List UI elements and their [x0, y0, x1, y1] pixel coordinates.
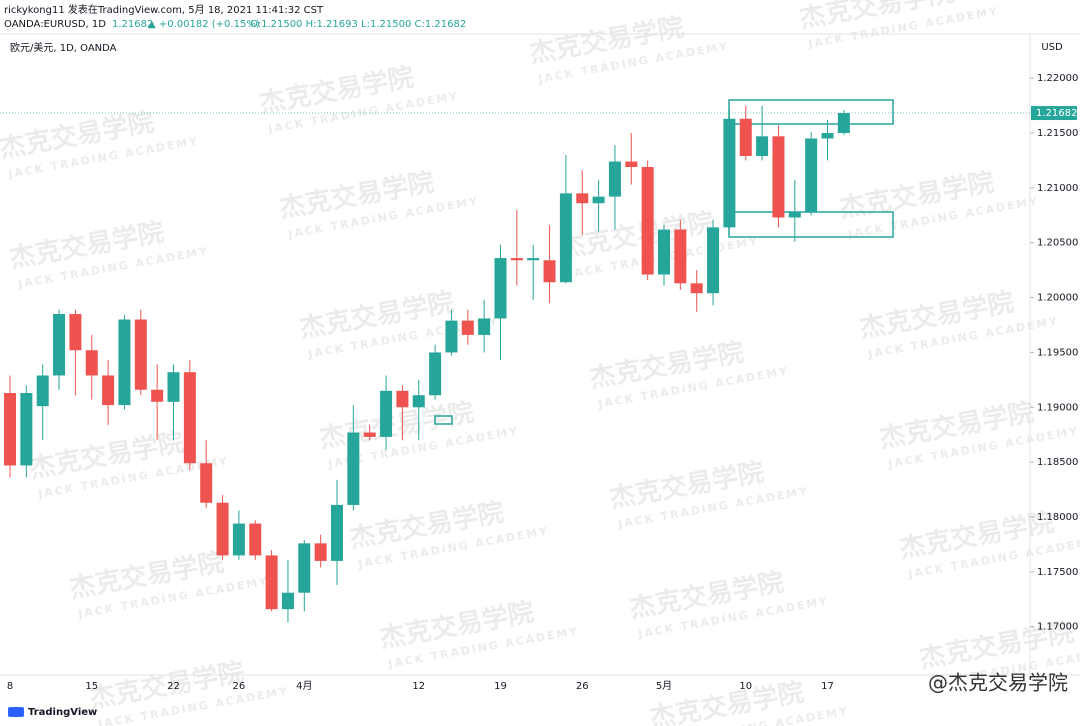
candle-body — [347, 432, 360, 505]
y-tick-label: 1.21500 — [1037, 128, 1078, 139]
y-tick-label: 1.20000 — [1037, 293, 1078, 304]
candle-body — [821, 133, 834, 139]
candle-body — [314, 543, 327, 561]
y-tick-label: 1.18000 — [1037, 512, 1078, 523]
candle-body — [543, 260, 556, 283]
drawn-box — [434, 415, 453, 425]
x-tick-label: 17 — [821, 681, 834, 692]
candle-body — [102, 375, 115, 406]
header-change: ▲ +0.00182 (+0.15%) — [148, 19, 260, 30]
candle-body — [4, 393, 16, 466]
candle-body — [167, 372, 180, 402]
header-author: rickykong11 发表在TradingView.com, 5月 18, 2… — [4, 3, 324, 16]
candle-body — [837, 113, 850, 134]
x-tick-label: 15 — [85, 681, 98, 692]
x-tick-label: 10 — [739, 681, 752, 692]
candle-body — [739, 118, 752, 157]
header-price: 1.21682 — [112, 19, 153, 30]
chart-title: 欧元/美元, 1D, OANDA — [10, 41, 117, 54]
logo-text: TradingView — [28, 707, 97, 718]
x-tick-label: 8 — [7, 681, 13, 692]
candle-body — [756, 136, 769, 157]
candle-body — [134, 319, 147, 390]
candle-body — [658, 229, 670, 275]
last-price-box — [1031, 106, 1077, 121]
candle-body — [53, 314, 66, 376]
candle-body — [625, 161, 638, 168]
header-ohlc: O:1.21500 H:1.21693 L:1.21500 C:1.21682 — [250, 19, 466, 30]
candle-body — [805, 138, 818, 213]
candle-body — [478, 318, 491, 335]
candle-body — [641, 167, 654, 275]
candle-body — [412, 395, 425, 408]
candle-body — [216, 502, 229, 556]
candle-body — [69, 314, 82, 351]
header-symbol: OANDA:EURUSD, 1D — [4, 19, 106, 30]
y-tick-label: 1.17500 — [1037, 567, 1078, 578]
x-tick-label: 4月 — [296, 680, 312, 692]
x-tick-label: 22 — [167, 681, 180, 692]
candle-body — [298, 543, 311, 593]
candle-body — [559, 193, 572, 283]
candle-body — [608, 161, 621, 197]
y-tick-label: 1.22000 — [1037, 73, 1078, 84]
y-tick-label: 1.19000 — [1037, 402, 1078, 413]
candle-body — [151, 389, 164, 402]
signature: @杰克交易学院 — [928, 671, 1068, 695]
plot: 1.17000 1.17500 1.18000 1.18500 1.19000 1.195… — [0, 73, 1078, 692]
candle-body — [510, 258, 523, 261]
candle-body — [396, 390, 409, 408]
candle-body — [363, 432, 376, 437]
candle-body — [36, 375, 49, 407]
x-tick-label: 26 — [233, 681, 246, 692]
candle-body — [445, 320, 458, 353]
y-tick-label: 1.18500 — [1037, 457, 1078, 468]
candle-body — [494, 258, 507, 319]
x-tick-label: 5月 — [656, 680, 672, 692]
candle-body — [707, 227, 720, 294]
candle-body — [576, 193, 589, 204]
last-price-label: 1.21682 — [1036, 108, 1077, 119]
candle-body — [281, 592, 294, 610]
candle-body — [265, 555, 278, 610]
currency-label: USD — [1041, 42, 1063, 53]
candle-body — [249, 523, 262, 556]
candle-body — [118, 319, 131, 406]
y-tick-label: 1.21000 — [1037, 183, 1078, 194]
candle-body — [200, 463, 213, 503]
x-tick-label: 26 — [576, 681, 589, 692]
candle-body — [20, 393, 33, 466]
candle-body — [461, 320, 474, 335]
y-tick-label: 1.20500 — [1037, 238, 1078, 249]
candle-body — [527, 258, 540, 261]
logo-icon — [8, 707, 24, 717]
candle-body — [429, 352, 442, 396]
candle-body — [331, 504, 343, 561]
x-tick-label: 19 — [494, 681, 507, 692]
candle-body — [772, 136, 785, 218]
candle-body — [788, 212, 801, 218]
candle-body — [85, 350, 98, 376]
candle-body — [723, 118, 736, 228]
y-tick-label: 1.17000 — [1037, 622, 1078, 633]
y-tick-label: 1.19500 — [1037, 347, 1078, 358]
candle-body — [690, 283, 703, 294]
x-tick-label: 12 — [412, 681, 425, 692]
candle-body — [592, 196, 605, 204]
candle-body — [380, 390, 393, 437]
candle-body — [232, 523, 245, 556]
candle-body — [183, 372, 196, 464]
candle-body — [674, 229, 687, 284]
